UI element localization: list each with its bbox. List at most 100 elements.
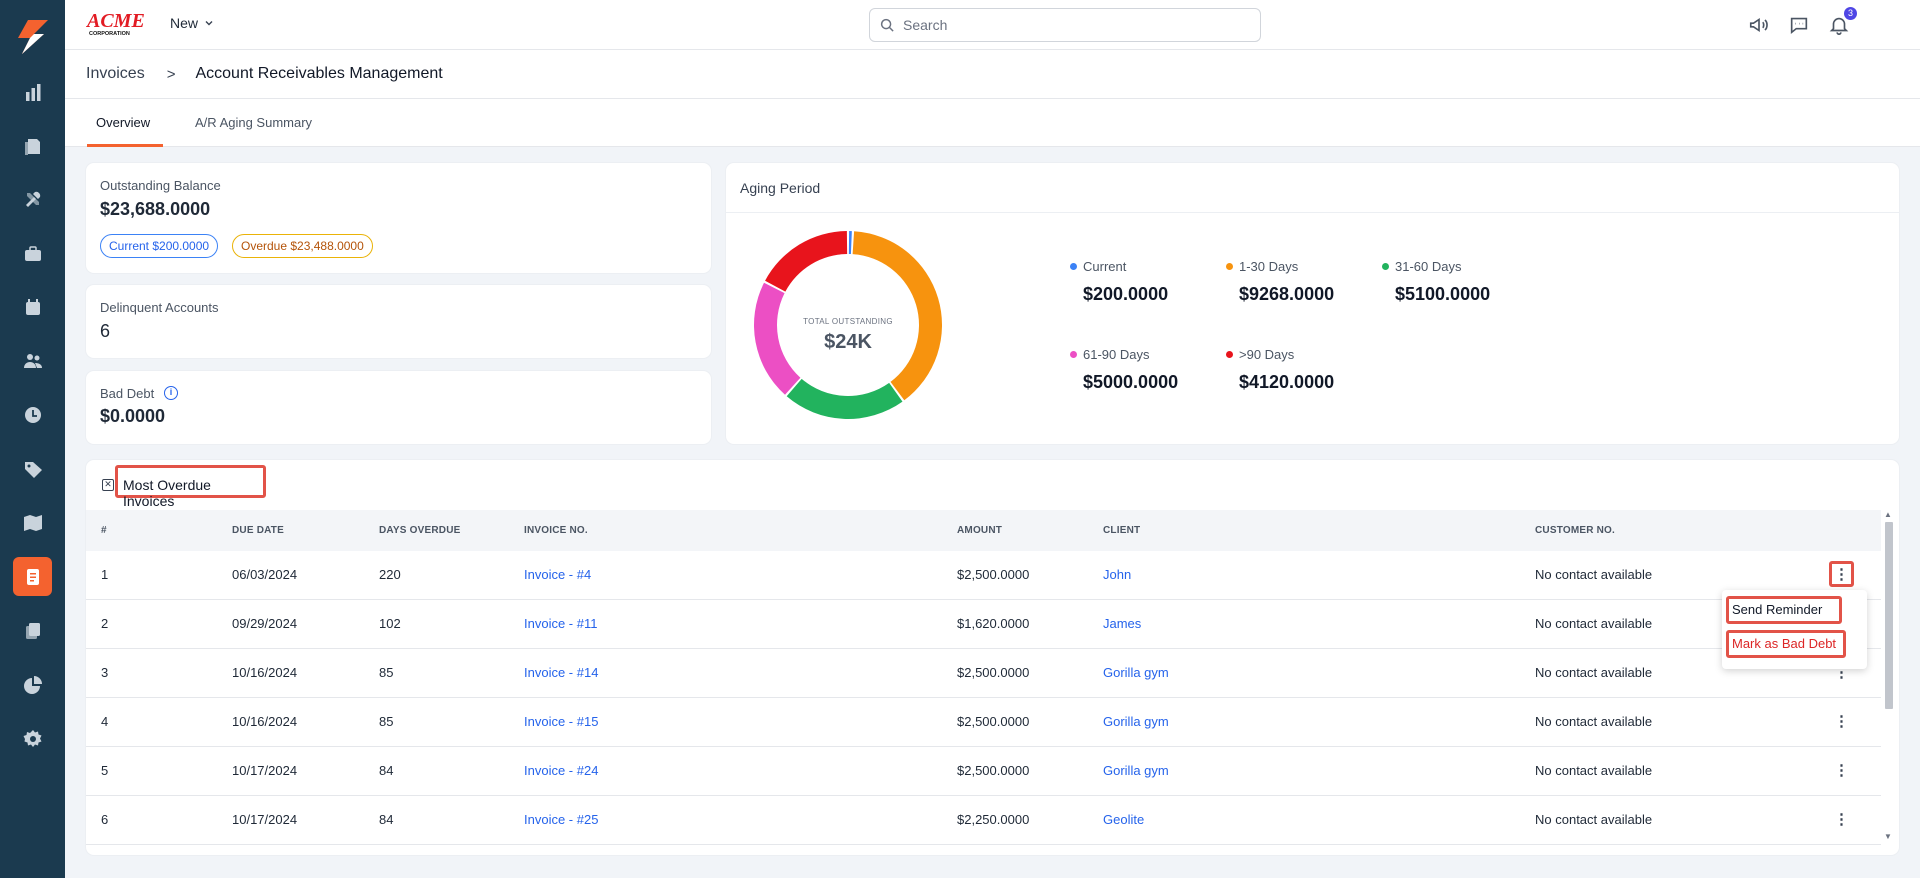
breadcrumb-invoices-link[interactable]: Invoices [86,65,145,82]
legend-dot [1226,263,1233,270]
bolt-logo-icon[interactable] [14,18,52,56]
table-row: 1 06/03/2024 220 Invoice - #4 $2,500.0000 Joh… [86,551,1881,600]
due-date: 10/16/2024 [232,665,298,680]
invoice-link[interactable]: Invoice - #11 [524,616,598,631]
sidebar-item-pie-chart[interactable] [13,665,52,704]
send-reminder-menu-item[interactable]: Send Reminder [1726,596,1842,624]
sidebar-item-gear[interactable] [13,719,52,758]
days-overdue: 84 [379,763,394,778]
sidebar-item-clock[interactable] [13,395,52,434]
tab-overview[interactable]: Overview [96,115,151,130]
column-header: INVOICE NO. [524,525,588,536]
row-actions-kebab-icon[interactable]: ⋮ [1834,762,1849,779]
donut-slice-31-60-days[interactable] [786,378,903,419]
donut-center-label: TOTAL OUTSTANDING [803,317,893,326]
new-dropdown-button[interactable]: New [170,15,214,31]
breadcrumb-separator: > [166,65,176,83]
active-tab-indicator [87,144,163,147]
bell-icon[interactable]: 3 [1827,7,1857,37]
column-header: DUE DATE [232,525,284,536]
bad-debt-card: Bad Debt i $0.0000 [86,371,711,444]
scroll-down-arrow[interactable]: ▼ [1884,832,1892,841]
invoice-link[interactable]: Invoice - #15 [524,714,599,729]
outstanding-balance-card: Outstanding Balance $23,688.0000 Current… [86,163,711,273]
days-overdue: 102 [379,616,401,631]
search-input[interactable] [903,17,1233,33]
table-row: 2 09/29/2024 102 Invoice - #11 $1,620.0000 Ja… [86,600,1881,649]
amount: $2,250.0000 [957,812,1030,827]
sidebar-item-copy[interactable] [13,611,52,650]
row-number: 5 [101,763,109,778]
invoice-link[interactable]: Invoice - #24 [524,763,599,778]
amount: $2,500.0000 [957,665,1030,680]
new-label: New [170,15,199,31]
chat-icon[interactable] [1787,13,1811,37]
donut-slice-current[interactable] [848,231,852,255]
client-link[interactable]: Gorilla gym [1103,714,1169,729]
legend-label: 31-60 Days [1395,259,1462,274]
row-actions-kebab-icon[interactable]: ⋮ [1834,811,1849,828]
acme-logo[interactable]: ACME CORPORATION [85,8,150,38]
sidebar-item-invoice[interactable] [13,557,52,596]
row-actions-kebab-icon[interactable]: ⋮ [1834,713,1849,730]
aging-period-title: Aging Period [740,180,821,196]
sidebar-item-map[interactable] [13,503,52,542]
donut-slice-61-90-days[interactable] [754,282,801,395]
sidebar-item-tools[interactable] [13,179,52,218]
customer-number: No contact available [1535,812,1653,827]
days-overdue: 85 [379,714,394,729]
map-icon [23,514,42,531]
documents-icon [24,138,40,155]
search-box[interactable] [869,8,1261,42]
client-link[interactable]: James [1103,616,1142,631]
invoice-link[interactable]: Invoice - #14 [524,665,599,680]
donut-slice-90-days[interactable] [765,231,848,292]
clock-icon [24,406,41,423]
sidebar-item-briefcase[interactable] [13,233,52,272]
card-divider [726,212,1899,213]
row-number: 6 [101,812,109,827]
row-actions-kebab-icon[interactable]: ⋮ [1829,561,1854,587]
sidebar-item-bar-chart[interactable] [13,72,52,111]
client-link[interactable]: John [1103,567,1132,582]
amount: $2,500.0000 [957,567,1030,582]
invoice-link[interactable]: Invoice - #4 [524,567,592,582]
invoice-icon [26,568,39,585]
row-actions-menu: Send Reminder Mark as Bad Debt [1722,590,1867,669]
legend-value: $4120.0000 [1239,372,1335,392]
legend-item-90-plus-days: >90 Days $4120.0000 [1226,347,1334,393]
table-row: 3 10/16/2024 85 Invoice - #14 $2,500.0000 Gor… [86,649,1881,698]
sidebar-item-tag[interactable] [13,449,52,488]
scroll-up-arrow[interactable]: ▲ [1884,510,1892,519]
client-link[interactable]: Gorilla gym [1103,665,1169,680]
table-icon: ✕ [102,479,114,491]
customer-number: No contact available [1535,665,1653,680]
mark-as-bad-debt-menu-item[interactable]: Mark as Bad Debt [1726,630,1846,658]
sidebar-item-calendar[interactable] [13,287,52,326]
customer-number: No contact available [1535,763,1653,778]
column-header: DAYS OVERDUE [379,525,461,536]
tools-icon [25,191,40,207]
sidebar-item-documents[interactable] [13,125,52,164]
table-row: 5 10/17/2024 84 Invoice - #24 $2,500.0000 Gor… [86,747,1881,796]
outstanding-balance-value: $23,688.0000 [100,199,211,219]
invoice-link[interactable]: Invoice - #25 [524,812,599,827]
amount: $2,500.0000 [957,714,1030,729]
row-number: 4 [101,714,109,729]
megaphone-icon[interactable] [1747,13,1771,37]
tab-ar-aging-summary[interactable]: A/R Aging Summary [195,115,313,130]
scroll-thumb[interactable] [1885,522,1893,709]
gear-icon [23,729,41,747]
sidebar-item-users[interactable] [13,341,52,380]
donut-slice-1-30-days[interactable] [852,231,942,401]
legend-value: $9268.0000 [1239,284,1335,304]
notification-badge: 3 [1844,7,1857,20]
info-icon[interactable]: i [164,386,178,400]
days-overdue: 220 [379,567,401,582]
bad-debt-label: Bad Debt [100,386,155,401]
client-link[interactable]: Gorilla gym [1103,763,1169,778]
table-scrollbar[interactable]: ▲ ▼ [1883,510,1893,842]
table-row: 4 10/16/2024 85 Invoice - #15 $2,500.0000 Gor… [86,698,1881,747]
legend-value: $5000.0000 [1083,372,1179,392]
client-link[interactable]: Geolite [1103,812,1145,827]
